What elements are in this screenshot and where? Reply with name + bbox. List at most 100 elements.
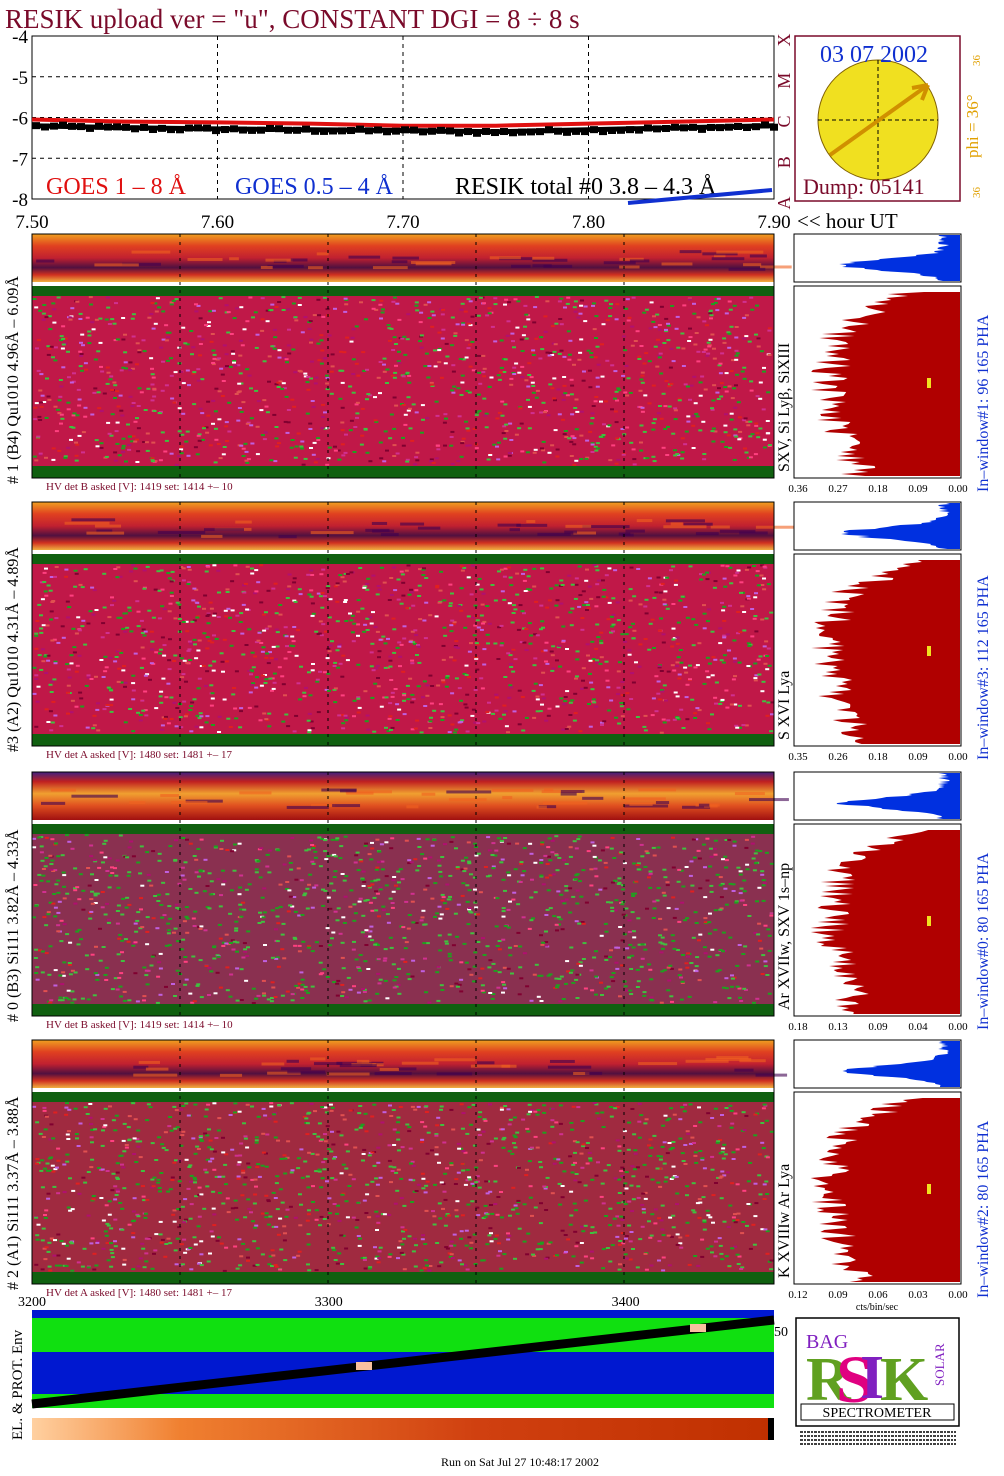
spectrogram-pixel — [622, 933, 627, 936]
spectrogram-pixel — [631, 296, 636, 299]
spectrogram-pixel — [79, 353, 84, 355]
spectrogram-pixel — [325, 308, 330, 311]
spectrogram-pixel — [390, 374, 395, 377]
spectrogram-pixel — [122, 665, 126, 668]
spectrogram-pixel — [363, 1267, 368, 1270]
spectrogram-pixel — [344, 996, 349, 999]
spectrogram-pixel — [167, 668, 172, 671]
spectrogram-pixel — [598, 662, 603, 665]
spectrogram-pixel — [287, 585, 292, 588]
spectrogram-pixel — [392, 1166, 397, 1169]
spectrogram-pixel — [476, 941, 481, 943]
spectrogram-pixel — [375, 593, 380, 596]
spectrogram-pixel — [396, 983, 401, 986]
band-streak — [356, 1059, 370, 1063]
spectrogram-pixel — [397, 992, 402, 995]
spectrogram-pixel — [332, 889, 336, 892]
spectrogram-pixel — [65, 892, 70, 895]
spectrogram-pixel — [93, 902, 98, 904]
spectrogram-pixel — [194, 588, 199, 591]
spectrogram-pixel — [197, 605, 201, 608]
spectrogram-pixel — [50, 680, 55, 683]
spectrogram-pixel — [656, 576, 661, 579]
spectrogram-pixel — [360, 988, 365, 990]
spectrogram-pixel — [470, 714, 475, 717]
spectrogram-pixel — [369, 651, 374, 654]
spectrogram-pixel — [216, 955, 221, 958]
spectrogram-pixel — [351, 328, 356, 331]
spectrogram-pixel — [194, 891, 199, 894]
spectrogram-pixel — [742, 890, 747, 893]
spectrogram-pixel — [467, 444, 472, 447]
spectrogram-pixel — [375, 1255, 380, 1258]
spectrogram-pixel — [286, 910, 291, 913]
spectrogram-pixel — [369, 622, 374, 625]
spectrogram-pixel — [527, 374, 532, 376]
spectrogram-pixel — [368, 616, 373, 619]
spectrogram-pixel — [430, 844, 435, 847]
spectrogram-pixel — [441, 308, 445, 311]
spectrogram-pixel — [494, 925, 499, 928]
spectrogram-pixel — [628, 391, 633, 394]
spectrogram-pixel — [275, 956, 280, 959]
spectrogram-pixel — [449, 1244, 454, 1247]
spectrogram-pixel — [99, 659, 104, 661]
resik-total-point — [473, 129, 481, 137]
spectrogram-pixel — [345, 1216, 350, 1219]
spectrogram-pixel — [411, 698, 416, 701]
spectrogram-pixel — [502, 983, 506, 986]
band-streak — [36, 259, 55, 263]
spectrogram-pixel — [153, 895, 158, 897]
spectrogram-pixel — [710, 333, 715, 336]
spectrogram-pixel — [632, 463, 637, 466]
spectrogram-pixel — [131, 313, 136, 316]
band-streak — [379, 1067, 400, 1071]
spectrogram-pixel — [669, 967, 674, 970]
spectrogram-pixel — [722, 337, 727, 340]
spectrogram-pixel — [420, 916, 425, 919]
spectrogram-pixel — [504, 725, 509, 728]
spectrogram-pixel — [105, 704, 110, 707]
spectrogram-pixel — [32, 455, 37, 458]
spectrogram-pixel — [329, 882, 334, 885]
spectrogram-pixel — [230, 1148, 235, 1151]
spectrogram-pixel — [616, 458, 621, 461]
spectrogram-pixel — [73, 569, 78, 572]
spectrogram-pixel — [250, 442, 255, 445]
spectrogram-pixel — [62, 874, 67, 877]
spectrogram-pixel — [518, 881, 523, 883]
resik-total-point — [545, 126, 553, 134]
spectrogram-pixel — [677, 868, 682, 871]
spectrogram-pixel — [289, 907, 294, 910]
spectrogram-pixel — [230, 580, 235, 583]
spectrogram-pixel — [282, 387, 287, 390]
spectrogram-pixel — [113, 384, 118, 387]
spectrogram-pixel — [73, 889, 78, 892]
spectrogram-pixel — [421, 568, 426, 571]
spectrogram-pixel — [497, 570, 501, 573]
spectrogram-pixel — [158, 952, 163, 955]
spectrogram-pixel — [749, 389, 754, 392]
spectrogram-pixel — [532, 567, 537, 570]
spectrogram-pixel — [342, 580, 347, 583]
spectrogram-pixel — [254, 997, 259, 1000]
spectrogram-pixel — [554, 835, 559, 838]
spectrogram-pixel — [165, 331, 170, 334]
spectrogram-pixel — [468, 324, 473, 327]
spectrogram-pixel — [234, 927, 239, 930]
spectrogram-pixel — [733, 428, 738, 431]
spectrogram-pixel — [720, 1258, 725, 1261]
spectrogram-pixel — [96, 729, 101, 732]
spectrogram-pixel — [189, 330, 194, 332]
spectrogram-pixel — [550, 654, 555, 657]
channel-frame — [31, 771, 775, 1017]
spectrogram-pixel — [51, 447, 56, 450]
spectrogram-pixel — [454, 982, 459, 985]
spectrogram-pixel — [694, 838, 699, 841]
spectrogram-pixel — [286, 421, 291, 424]
spectrogram-pixel — [708, 865, 713, 868]
spectrogram-pixel — [121, 366, 126, 369]
spectrogram-pixel — [385, 666, 390, 669]
band-streak — [665, 519, 705, 523]
spectrogram-pixel — [539, 874, 544, 877]
